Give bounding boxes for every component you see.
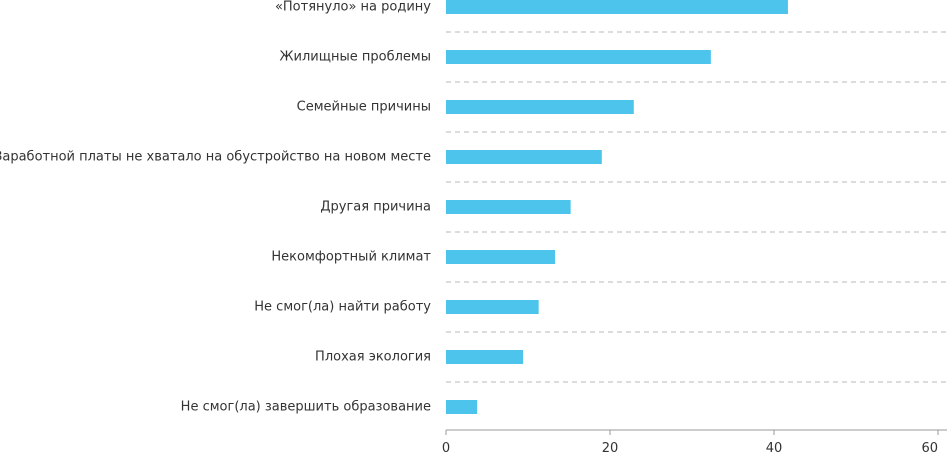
bar — [446, 150, 602, 164]
x-tick-label: 60 — [921, 441, 938, 456]
bars-group — [446, 0, 788, 414]
category-label: Семейные причины — [297, 100, 431, 115]
category-separators — [446, 31, 947, 383]
x-tick-label: 20 — [602, 441, 619, 456]
category-label: Плохая экология — [315, 350, 431, 365]
x-tick-label: 40 — [766, 441, 783, 456]
bar — [446, 100, 634, 114]
category-label: Жилищные проблемы — [280, 50, 431, 65]
category-label: Заработной платы не хватало на обустройс… — [0, 150, 431, 165]
bar — [446, 50, 711, 64]
x-tick-label: 0 — [442, 441, 450, 456]
bar — [446, 400, 478, 414]
category-label: Не смог(ла) найти работу — [254, 300, 431, 315]
bar — [446, 0, 788, 14]
category-label: Некомфортный климат — [271, 250, 431, 265]
bar — [446, 200, 571, 214]
category-label: «Потянуло» на родину — [275, 0, 431, 15]
category-label: Не смог(ла) завершить образование — [181, 400, 431, 415]
bar — [446, 350, 524, 364]
bar — [446, 250, 556, 264]
x-axis-ticks: 0 20 40 60 — [442, 430, 939, 456]
category-label: Другая причина — [320, 200, 431, 215]
category-labels: «Потянуло» на родину Жилищные проблемы Сем… — [0, 0, 431, 415]
bar — [446, 300, 539, 314]
